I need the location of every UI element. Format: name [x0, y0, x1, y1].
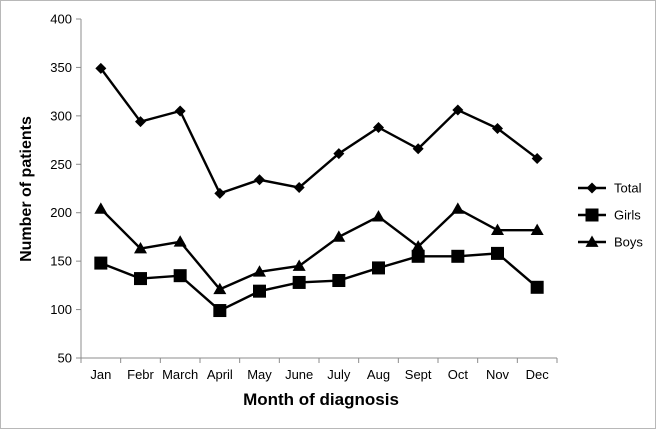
legend-item-girls: Girls: [578, 208, 641, 223]
series-line-girls: [100, 252, 538, 312]
data-point-boys: [332, 230, 346, 242]
y-tick-label: 350: [50, 60, 72, 75]
y-tick-label: 150: [50, 254, 72, 269]
legend: Total Girls Boys: [578, 181, 643, 250]
legend-marker-boys: [585, 235, 599, 247]
data-point-total: [174, 105, 186, 117]
data-point-boys: [173, 235, 187, 247]
legend-marker-girls: [585, 208, 599, 222]
x-tick-label: Aug: [367, 367, 390, 382]
series-total: [95, 62, 543, 199]
data-point-total: [293, 182, 305, 194]
data-point-girls: [372, 261, 385, 275]
data-point-girls: [411, 249, 425, 263]
legend-label-boys: Boys: [614, 235, 643, 250]
x-tick-label: April: [207, 367, 233, 382]
data-point-boys: [292, 259, 306, 271]
legend-item-total: Total: [578, 181, 642, 196]
data-point-girls: [253, 284, 266, 298]
data-point-boys: [253, 265, 266, 277]
y-tick-label: 200: [50, 205, 72, 220]
data-point-boys: [451, 202, 465, 214]
series-layer: [94, 62, 544, 318]
x-tick-label: May: [247, 367, 272, 382]
x-tick-label: July: [327, 367, 351, 382]
data-point-girls: [491, 246, 504, 260]
x-tick-label: Oct: [448, 367, 469, 382]
data-point-boys: [94, 202, 108, 214]
data-point-boys: [530, 223, 544, 236]
x-tick-label: Nov: [486, 367, 510, 382]
data-point-total: [492, 122, 503, 134]
series-boys: [94, 202, 544, 295]
y-tick-label: 400: [50, 12, 72, 27]
data-point-total: [531, 152, 543, 164]
data-point-boys: [411, 240, 425, 252]
data-point-total: [214, 187, 226, 199]
data-point-boys: [372, 210, 385, 222]
legend-label-total: Total: [614, 181, 642, 196]
data-point-girls: [94, 256, 108, 270]
axes: 50 100 150 200 250 300 350 400 Jan Febr March April…: [50, 12, 558, 382]
data-point-girls: [292, 275, 306, 289]
data-point-girls: [332, 274, 346, 288]
data-point-girls: [530, 280, 544, 294]
x-tick-label: March: [162, 367, 198, 382]
legend-label-girls: Girls: [614, 208, 641, 223]
data-point-girls: [451, 249, 465, 263]
y-axis-title: Number of patients: [18, 116, 35, 262]
x-tick-label: June: [285, 367, 313, 382]
data-point-total: [95, 62, 107, 74]
x-tick-label: Sept: [405, 367, 432, 382]
data-point-girls: [173, 269, 187, 283]
data-point-boys: [213, 282, 227, 295]
legend-marker-total: [586, 182, 598, 194]
data-point-total: [254, 174, 265, 186]
data-point-girls: [134, 272, 147, 286]
data-point-total: [333, 148, 345, 160]
x-tick-label: Dec: [526, 367, 550, 382]
y-tick-label: 250: [50, 157, 72, 172]
y-tick-label: 300: [50, 108, 72, 123]
data-point-boys: [134, 242, 147, 254]
x-tick-label: Febr: [127, 367, 154, 382]
data-point-total: [373, 121, 384, 133]
y-tick-label: 50: [58, 351, 72, 366]
series-line-boys: [99, 207, 538, 291]
series-line-total: [99, 67, 538, 195]
data-point-total: [135, 116, 146, 128]
data-point-girls: [213, 304, 227, 318]
x-axis-title: Month of diagnosis: [243, 390, 399, 409]
legend-item-boys: Boys: [578, 235, 643, 250]
data-point-boys: [491, 223, 504, 236]
data-point-total: [452, 104, 464, 116]
data-point-total: [412, 143, 424, 155]
x-tick-label: Jan: [90, 367, 111, 382]
series-girls: [94, 246, 544, 318]
y-tick-label: 100: [50, 302, 72, 317]
